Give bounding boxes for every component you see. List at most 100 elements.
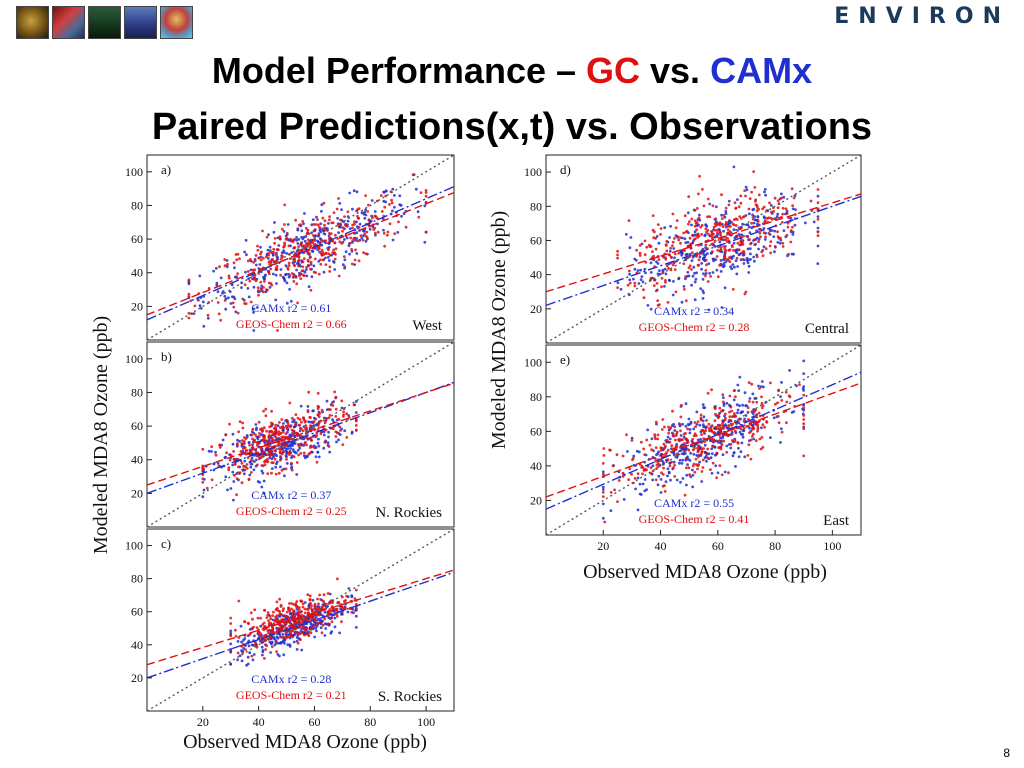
scatter-point-gc	[310, 618, 313, 622]
scatter-point-camx	[262, 636, 265, 640]
scatter-point-camx	[681, 452, 684, 456]
scatter-point-gc	[282, 438, 285, 442]
scatter-point-camx	[273, 439, 277, 442]
scatter-point-camx	[657, 241, 661, 245]
scatter-point-camx	[672, 422, 675, 426]
scatter-point-camx	[350, 431, 354, 435]
scatter-point-gc	[273, 449, 277, 453]
scatter-point-gc	[667, 431, 671, 435]
scatter-point-gc	[337, 274, 341, 278]
scatter-point-camx	[719, 243, 723, 247]
scatter-point-camx	[750, 410, 754, 414]
scatter-point-gc	[761, 404, 765, 407]
scatter-point-gc	[311, 238, 314, 242]
scatter-point-gc	[765, 420, 768, 423]
scatter-point-camx	[727, 420, 731, 424]
scatter-point-camx	[310, 426, 314, 430]
scatter-point-gc	[667, 267, 670, 270]
scatter-point-camx	[639, 493, 643, 496]
scatter-point-gc	[742, 215, 745, 219]
scatter-point-gc	[237, 636, 241, 639]
scatter-point-camx	[729, 446, 733, 450]
scatter-point-gc	[278, 458, 282, 462]
scatter-point-gc	[290, 428, 294, 432]
scatter-point-gc	[346, 210, 350, 214]
scatter-point-gc	[601, 495, 605, 498]
scatter-point-camx	[317, 455, 321, 459]
scatter-point-camx	[722, 404, 726, 407]
scatter-point-camx	[285, 452, 289, 455]
scatter-point-camx	[252, 431, 256, 435]
scatter-point-camx	[309, 620, 312, 624]
scatter-point-camx	[313, 235, 317, 239]
scatter-point-gc	[673, 425, 677, 429]
scatter-point-camx	[718, 240, 722, 244]
scatter-point-camx	[302, 235, 306, 239]
scatter-point-gc	[417, 215, 421, 219]
scatter-point-camx	[676, 452, 679, 456]
scatter-point-camx	[354, 400, 358, 403]
scatter-point-camx	[660, 456, 664, 460]
scatter-point-camx	[693, 298, 697, 302]
scatter-point-camx	[316, 450, 320, 454]
y-tick-label: 100	[524, 355, 542, 369]
scatter-point-gc	[252, 276, 256, 280]
scatter-point-gc	[305, 615, 308, 619]
scatter-point-gc	[720, 238, 723, 241]
scatter-point-camx	[312, 618, 316, 622]
scatter-point-gc	[281, 620, 284, 623]
scatter-point-gc	[267, 450, 271, 454]
scatter-point-gc	[201, 477, 205, 481]
scatter-point-gc	[354, 419, 358, 423]
scatter-point-camx	[643, 267, 647, 271]
scatter-point-camx	[261, 649, 265, 652]
scatter-point-gc	[263, 426, 266, 430]
scatter-point-camx	[326, 604, 329, 608]
scatter-point-camx	[657, 450, 660, 454]
scatter-point-camx	[212, 269, 216, 273]
scatter-point-camx	[685, 447, 688, 450]
scatter-point-gc	[774, 224, 778, 228]
gc-r2-label: GEOS-Chem r2 = 0.21	[236, 688, 347, 702]
scatter-point-camx	[601, 470, 605, 474]
scatter-point-gc	[258, 428, 262, 431]
scatter-point-camx	[259, 439, 263, 442]
scatter-point-camx	[224, 307, 228, 311]
scatter-point-camx	[310, 238, 313, 242]
scatter-point-camx	[286, 430, 289, 434]
scatter-point-camx	[670, 424, 674, 427]
scatter-point-camx	[228, 453, 232, 456]
scatter-point-gc	[325, 614, 329, 618]
scatter-point-gc	[266, 447, 270, 451]
scatter-point-gc	[278, 620, 281, 624]
scatter-point-camx	[317, 437, 320, 441]
scatter-point-gc	[241, 439, 244, 442]
scatter-point-gc	[300, 249, 304, 253]
scatter-point-gc	[702, 437, 706, 441]
scatter-point-gc	[297, 248, 301, 252]
y-tick-label: 20	[530, 493, 542, 507]
scatter-point-camx	[743, 391, 747, 395]
scatter-point-gc	[810, 209, 814, 213]
scatter-point-gc	[767, 231, 771, 235]
fit-line-gc	[546, 382, 861, 498]
scatter-point-gc	[261, 438, 265, 442]
scatter-point-camx	[284, 272, 288, 276]
scatter-point-gc	[367, 222, 371, 226]
scatter-point-gc	[299, 599, 303, 603]
scatter-point-gc	[225, 451, 229, 455]
scatter-point-camx	[296, 261, 300, 265]
scatter-point-camx	[731, 415, 734, 418]
scatter-point-camx	[789, 230, 793, 234]
scatter-point-camx	[269, 434, 273, 438]
scatter-point-gc	[665, 264, 669, 268]
scatter-point-gc	[733, 439, 737, 443]
scatter-point-camx	[655, 235, 659, 238]
scatter-point-gc	[201, 447, 205, 451]
scatter-point-camx	[332, 261, 336, 264]
scatter-point-gc	[710, 242, 714, 246]
scatter-point-gc	[602, 454, 606, 457]
scatter-point-gc	[267, 434, 271, 437]
scatter-point-gc	[293, 246, 297, 249]
scatter-point-gc	[251, 445, 255, 449]
